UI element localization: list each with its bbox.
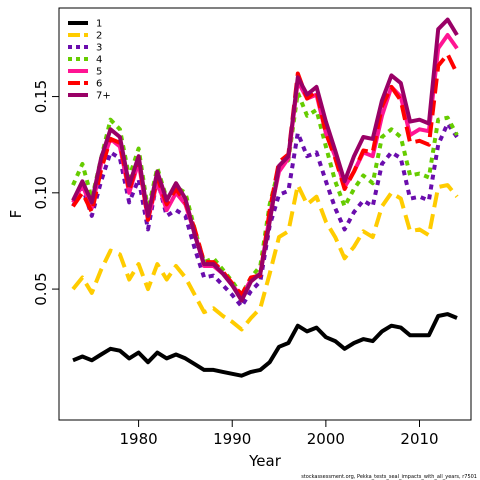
x-tick-label: 2010 bbox=[400, 430, 438, 448]
series-layer bbox=[71, 17, 459, 378]
legend-label: 7+ bbox=[96, 91, 111, 102]
legend-item: 6 bbox=[68, 79, 102, 90]
legend-label: 1 bbox=[96, 19, 102, 30]
legend-item: 1 bbox=[68, 19, 102, 30]
legend-item: 2 bbox=[68, 31, 102, 42]
y-tick-label: 0.10 bbox=[32, 176, 50, 209]
legend-label: 3 bbox=[96, 43, 102, 54]
x-tick-label: 1980 bbox=[119, 430, 157, 448]
x-tick-label: 1990 bbox=[213, 430, 251, 448]
legend-label: 5 bbox=[96, 67, 102, 78]
axis-layer: 1980 1990 2000 2010 0.05 0.10 0.15 bbox=[32, 80, 439, 448]
series-line-1 bbox=[72, 312, 458, 378]
series-line-7plus bbox=[71, 17, 459, 303]
y-tick-label: 0.05 bbox=[32, 272, 50, 305]
footnote: stockassessment.org, Pekka_tests_seal_im… bbox=[301, 474, 477, 480]
legend-item: 7+ bbox=[68, 91, 111, 102]
y-axis-title: F bbox=[7, 210, 25, 219]
x-axis-title: Year bbox=[248, 452, 282, 470]
legend-label: 2 bbox=[96, 31, 102, 42]
legend-item: 4 bbox=[68, 55, 102, 66]
legend-item: 3 bbox=[68, 43, 102, 54]
plot-frame bbox=[58, 7, 472, 421]
x-tick-label: 2000 bbox=[307, 430, 345, 448]
y-tick-label: 0.15 bbox=[32, 80, 50, 113]
legend-item: 5 bbox=[68, 67, 102, 78]
legend-label: 4 bbox=[96, 55, 102, 66]
legend-label: 6 bbox=[96, 79, 102, 90]
